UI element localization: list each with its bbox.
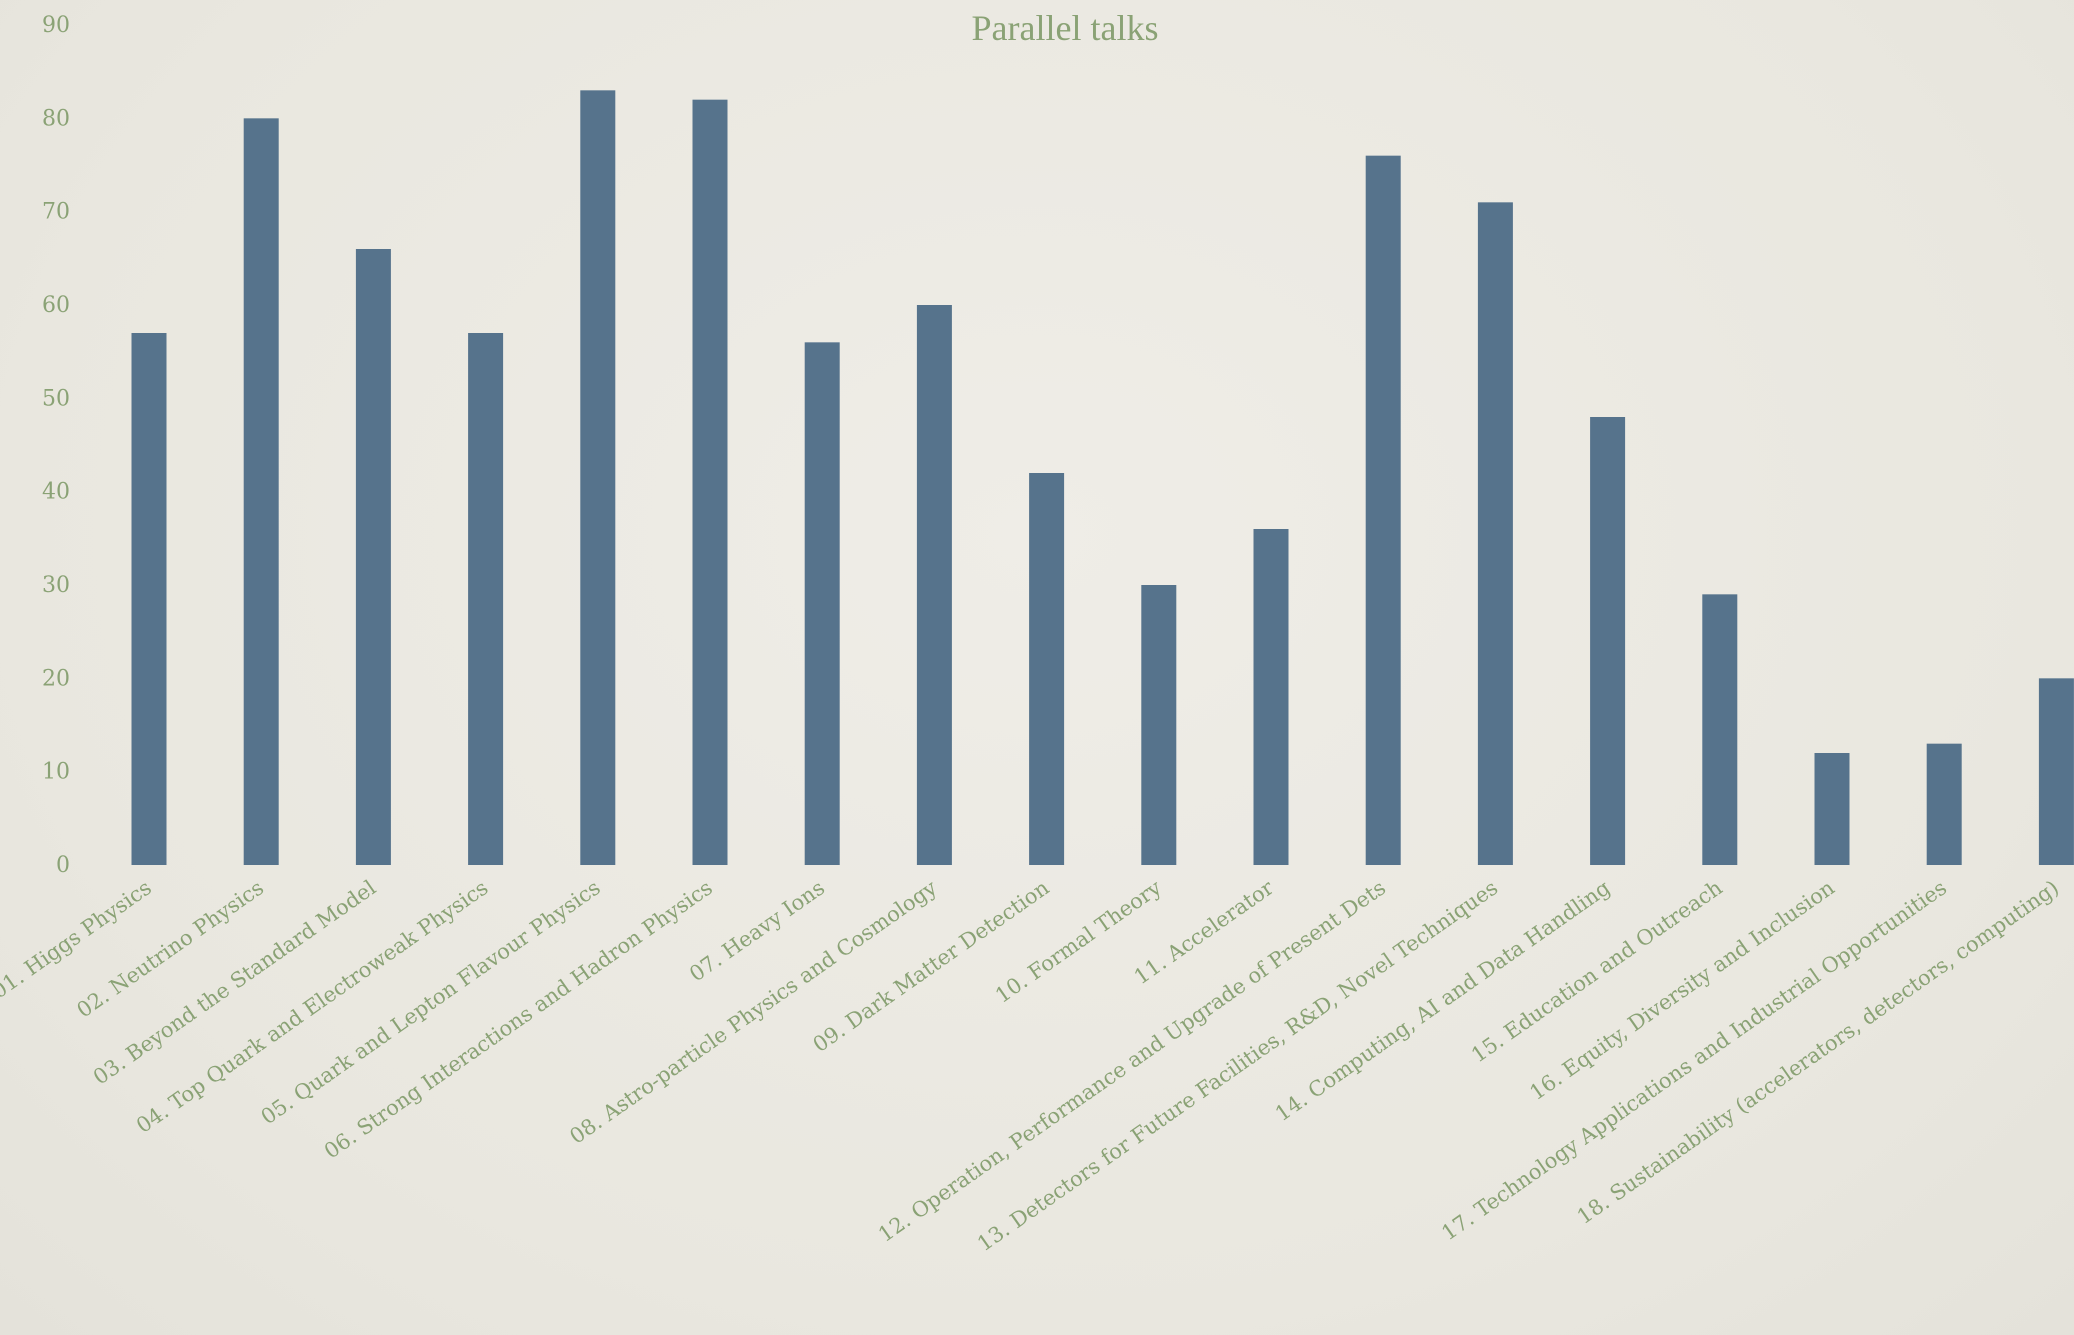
bar <box>468 333 504 865</box>
y-tick-label: 70 <box>42 200 70 225</box>
bar <box>1365 155 1401 865</box>
bar <box>1029 473 1065 865</box>
bar <box>1590 417 1626 865</box>
y-tick-label: 80 <box>42 106 70 131</box>
bar <box>243 118 279 866</box>
y-tick-label: 60 <box>42 293 70 318</box>
y-tick-label: 30 <box>42 573 70 598</box>
x-tick-label: 02. Neutrino Physics <box>72 875 268 1022</box>
x-tick-label: 12. Operation, Performance and Upgrade o… <box>874 875 1390 1246</box>
y-tick-label: 40 <box>42 480 70 505</box>
y-tick-label: 50 <box>42 386 70 411</box>
bar <box>1926 743 1962 865</box>
y-tick-label: 90 <box>42 13 70 38</box>
bar <box>804 342 840 865</box>
bar <box>916 305 952 865</box>
bar <box>131 333 167 865</box>
chart-title: Parallel talks <box>972 8 1159 48</box>
x-tick-label: 13. Detectors for Future Facilities, R&D… <box>973 875 1502 1256</box>
x-tick-label: 06. Strong Interactions and Hadron Physi… <box>320 875 717 1163</box>
bar <box>692 99 728 865</box>
bar <box>355 249 391 865</box>
y-tick-label: 0 <box>56 853 70 878</box>
bar <box>1702 594 1738 865</box>
y-tick-label: 10 <box>42 760 70 785</box>
bar <box>1141 585 1177 865</box>
bar <box>2038 678 2074 865</box>
bar <box>1814 753 1850 865</box>
x-tick-label: 09. Dark Matter Detection <box>809 875 1054 1056</box>
y-axis: 0 10 20 30 40 50 60 70 80 90 <box>42 13 70 878</box>
bars-group <box>131 90 2074 866</box>
bar <box>1253 529 1289 865</box>
x-tick-label: 17. Technology Applications and Industri… <box>1437 875 1951 1245</box>
y-tick-label: 20 <box>42 666 70 691</box>
bar <box>580 90 616 866</box>
bar <box>1477 202 1513 866</box>
